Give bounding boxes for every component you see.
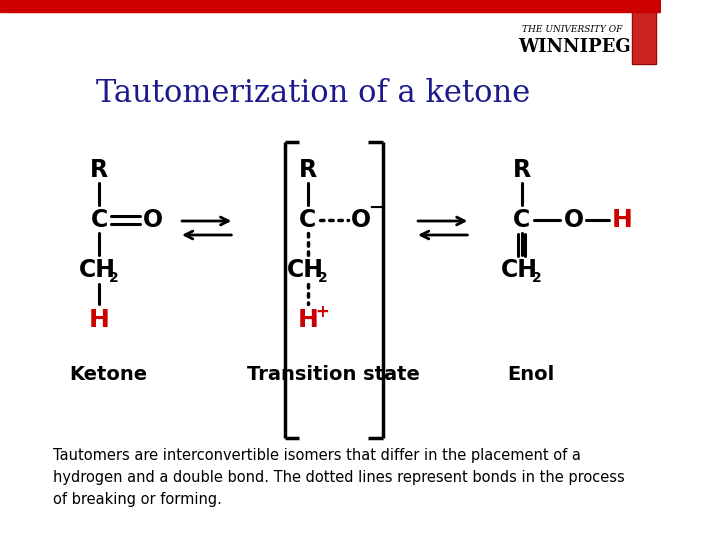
- Text: C: C: [299, 208, 316, 232]
- Text: CH: CH: [287, 258, 324, 282]
- Text: Ketone: Ketone: [69, 365, 148, 384]
- Text: Tautomerization of a ketone: Tautomerization of a ketone: [96, 78, 531, 109]
- Text: +: +: [315, 303, 329, 321]
- Text: 2: 2: [109, 271, 119, 285]
- Text: O: O: [564, 208, 584, 232]
- Text: THE UNIVERSITY OF: THE UNIVERSITY OF: [522, 25, 622, 35]
- Text: Transition state: Transition state: [247, 365, 420, 384]
- Bar: [633, 13, 655, 63]
- Text: −: −: [368, 199, 383, 217]
- Text: H: H: [89, 308, 109, 332]
- Bar: [0, 0, 661, 11]
- Text: Tautomers are interconvertible isomers that differ in the placement of a
hydroge: Tautomers are interconvertible isomers t…: [53, 448, 625, 508]
- Text: R: R: [513, 158, 531, 182]
- Text: CH: CH: [79, 258, 116, 282]
- Text: 2: 2: [318, 271, 328, 285]
- Text: 2: 2: [531, 271, 541, 285]
- Text: R: R: [299, 158, 317, 182]
- Text: H: H: [611, 208, 632, 232]
- Text: C: C: [91, 208, 108, 232]
- Text: O: O: [351, 208, 371, 232]
- Text: Enol: Enol: [508, 365, 554, 384]
- Text: O: O: [143, 208, 163, 232]
- Text: R: R: [90, 158, 108, 182]
- Text: WINNIPEG: WINNIPEG: [518, 38, 631, 56]
- Bar: [632, 12, 656, 64]
- Text: H: H: [297, 308, 318, 332]
- Text: C: C: [513, 208, 531, 232]
- Text: CH: CH: [501, 258, 539, 282]
